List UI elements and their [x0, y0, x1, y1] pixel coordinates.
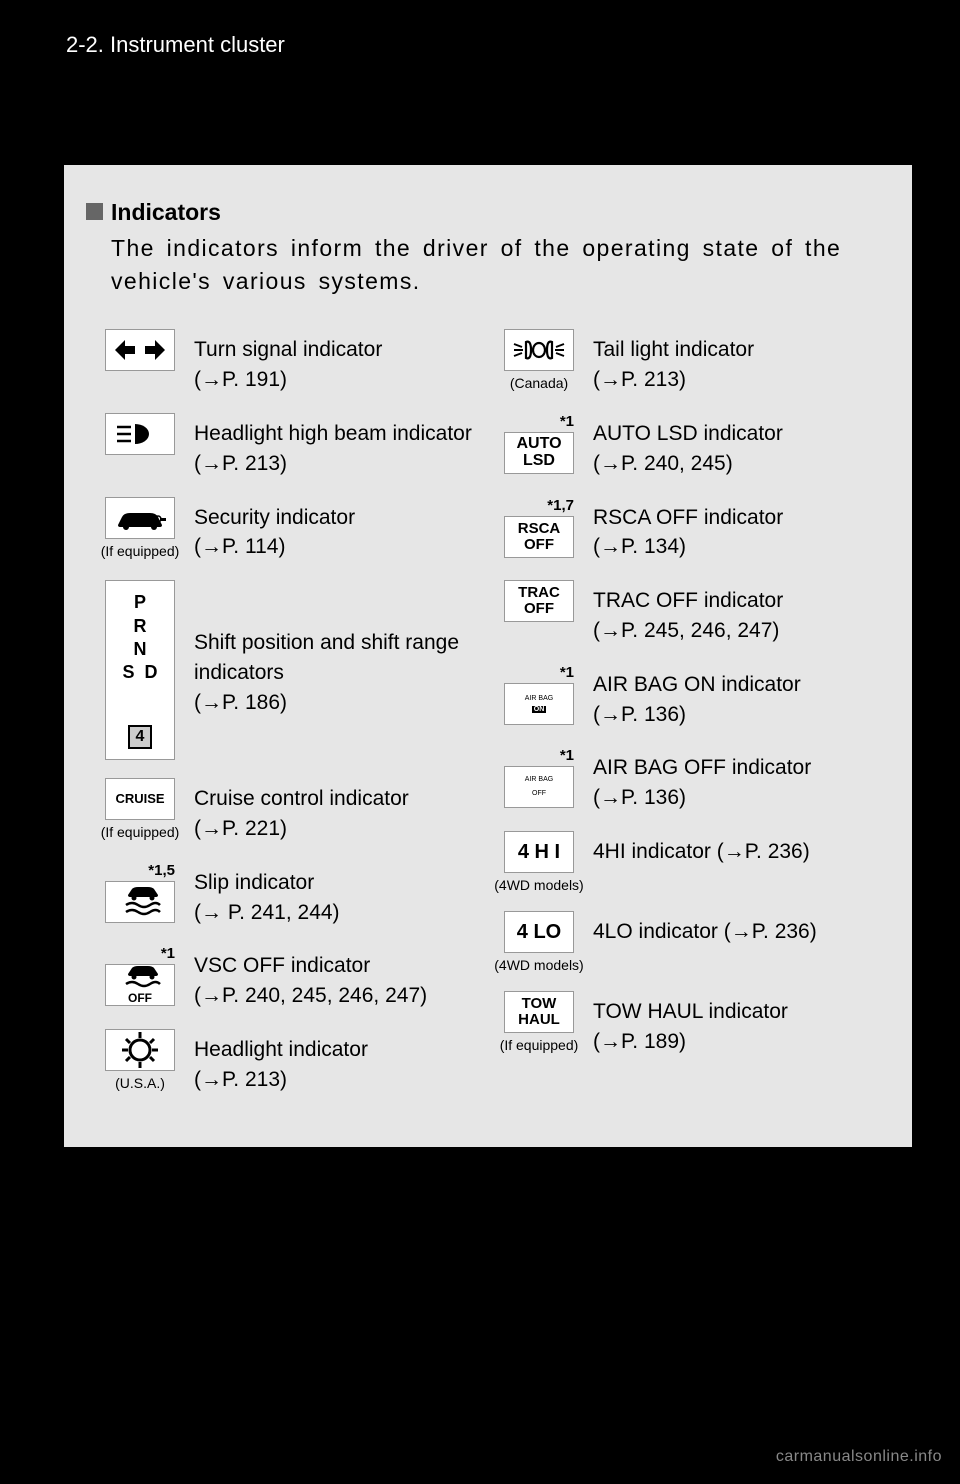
indicator-row: Turn signal indicator(→P. 191) [86, 329, 477, 395]
airbag-on-icon: AIR BAGON [504, 683, 574, 725]
4lo-icon-wrap: 4 LO (4WD models) [485, 911, 593, 973]
headlight-icon [105, 1029, 175, 1071]
indicator-desc: Cruise control indicator(→P. 221) [194, 778, 409, 844]
rsca-off-icon-wrap: *1,7 RSCA OFF [485, 497, 593, 558]
icon-note: (4WD models) [494, 877, 583, 893]
high-beam-icon [105, 413, 175, 455]
indicator-desc: TOW HAUL indicator(→P. 189) [593, 991, 788, 1057]
tail-light-icon-wrap: (Canada) [485, 329, 593, 391]
indicator-desc: AIR BAG ON indicator(→P. 136) [593, 664, 801, 730]
auto-lsd-icon: AUTO LSD [504, 432, 574, 474]
indicator-row: *1 OFF VSC OFF indicator(→P. 240, 245, 246… [86, 945, 477, 1011]
airbag-on-icon-wrap: *1 AIR BAGON [485, 664, 593, 725]
indicator-row: (If equipped) Security indicator(→P. 114) [86, 497, 477, 563]
indicator-row: *1 AIR BAGOFF AIR BAG OFF indicator(→P. 13… [485, 747, 876, 813]
indicator-row: *1,7 RSCA OFF RSCA OFF indicator(→P. 134) [485, 497, 876, 563]
indicator-desc: AIR BAG OFF indicator(→P. 136) [593, 747, 811, 813]
icon-note: (Canada) [510, 375, 568, 391]
section-title: Indicators [86, 199, 876, 226]
4lo-icon: 4 LO [504, 911, 574, 953]
indicator-row: 4 LO (4WD models) 4LO indicator (→P. 236) [485, 911, 876, 973]
tow-haul-icon-wrap: TOW HAUL (If equipped) [485, 991, 593, 1053]
high-beam-icon-wrap [86, 413, 194, 455]
indicator-row: PRNSD4 Shift position and shift range ind… [86, 580, 477, 760]
footnote-star: *1 [504, 413, 574, 430]
indicator-row: *1,5 Slip indicator(→ P. 241, 244) [86, 862, 477, 928]
page-header: 2-2. Instrument cluster [0, 0, 960, 165]
indicator-row: 4 H I (4WD models) 4HI indicator (→P. 236) [485, 831, 876, 893]
footnote-star: *1 [105, 945, 175, 962]
airbag-off-icon-wrap: *1 AIR BAGOFF [485, 747, 593, 808]
indicator-row: TOW HAUL (If equipped) TOW HAUL indicator(… [485, 991, 876, 1057]
security-icon-wrap: (If equipped) [86, 497, 194, 559]
icon-note: (If equipped) [101, 824, 180, 840]
indicator-desc: VSC OFF indicator(→P. 240, 245, 246, 247… [194, 945, 427, 1011]
tail-light-icon [504, 329, 574, 371]
security-icon [105, 497, 175, 539]
indicator-desc: Security indicator(→P. 114) [194, 497, 355, 563]
indicator-desc: Shift position and shift range indicator… [194, 622, 477, 717]
indicator-desc: TRAC OFF indicator(→P. 245, 246, 247) [593, 580, 783, 646]
shift-icon-wrap: PRNSD4 [86, 580, 194, 760]
tow-haul-icon: TOW HAUL [504, 991, 574, 1033]
rsca-off-icon: RSCA OFF [504, 516, 574, 558]
indicator-row: CRUISE (If equipped) Cruise control indica… [86, 778, 477, 844]
cruise-icon-wrap: CRUISE (If equipped) [86, 778, 194, 840]
footnote-star: *1 [504, 664, 574, 681]
icon-note: (If equipped) [500, 1037, 579, 1053]
auto-lsd-icon-wrap: *1 AUTO LSD [485, 413, 593, 474]
svg-text:OFF: OFF [128, 991, 152, 1005]
slip-icon [105, 881, 175, 923]
icon-note: (4WD models) [494, 957, 583, 973]
title-square-icon [86, 203, 103, 220]
trac-off-icon-wrap: TRAC OFF [485, 580, 593, 622]
indicator-desc: Turn signal indicator(→P. 191) [194, 329, 382, 395]
indicator-row: *1 AIR BAGON AIR BAG ON indicator(→P. 136) [485, 664, 876, 730]
4hi-icon-wrap: 4 H I (4WD models) [485, 831, 593, 893]
indicator-desc: AUTO LSD indicator(→P. 240, 245) [593, 413, 783, 479]
indicator-desc: 4LO indicator (→P. 236) [593, 911, 817, 947]
headlight-icon-wrap: (U.S.A.) [86, 1029, 194, 1091]
right-column: (Canada) Tail light indicator(→P. 213) *1 A… [485, 329, 876, 1112]
indicator-desc: Headlight indicator(→P. 213) [194, 1029, 368, 1095]
indicator-desc: Tail light indicator(→P. 213) [593, 329, 754, 395]
indicator-desc: Slip indicator(→ P. 241, 244) [194, 862, 340, 928]
turn-signal-icon-wrap [86, 329, 194, 371]
footnote-star: *1,7 [504, 497, 574, 514]
4hi-icon: 4 H I [504, 831, 574, 873]
columns: Turn signal indicator(→P. 191) Headlight … [86, 329, 876, 1112]
indicator-row: *1 AUTO LSD AUTO LSD indicator(→P. 240, 24… [485, 413, 876, 479]
icon-note: (If equipped) [101, 543, 180, 559]
airbag-off-icon: AIR BAGOFF [504, 766, 574, 808]
footnote-star: *1,5 [105, 862, 175, 879]
footer-watermark: carmanualsonline.info [776, 1448, 942, 1466]
shift-icon: PRNSD4 [105, 580, 175, 760]
turn-signal-icon [105, 329, 175, 371]
trac-off-icon: TRAC OFF [504, 580, 574, 622]
vsc-off-icon-wrap: *1 OFF [86, 945, 194, 1006]
section-number: 2-2. Instrument cluster [66, 32, 285, 57]
vsc-off-icon: OFF [105, 964, 175, 1006]
cruise-icon: CRUISE [105, 778, 175, 820]
indicator-row: TRAC OFF TRAC OFF indicator(→P. 245, 246,… [485, 580, 876, 646]
left-column: Turn signal indicator(→P. 191) Headlight … [86, 329, 485, 1112]
indicator-row: (U.S.A.) Headlight indicator(→P. 213) [86, 1029, 477, 1095]
intro-text: The indicators inform the driver of the … [111, 232, 876, 297]
indicator-desc: 4HI indicator (→P. 236) [593, 831, 810, 867]
indicator-row: (Canada) Tail light indicator(→P. 213) [485, 329, 876, 395]
slip-icon-wrap: *1,5 [86, 862, 194, 923]
indicator-desc: Headlight high beam indicator (→P. 213) [194, 413, 477, 479]
indicator-row: Headlight high beam indicator (→P. 213) [86, 413, 477, 479]
indicator-desc: RSCA OFF indicator(→P. 134) [593, 497, 783, 563]
title-text: Indicators [111, 199, 221, 226]
icon-note: (U.S.A.) [115, 1075, 165, 1091]
content-box: Indicators The indicators inform the dri… [64, 165, 912, 1147]
footnote-star: *1 [504, 747, 574, 764]
